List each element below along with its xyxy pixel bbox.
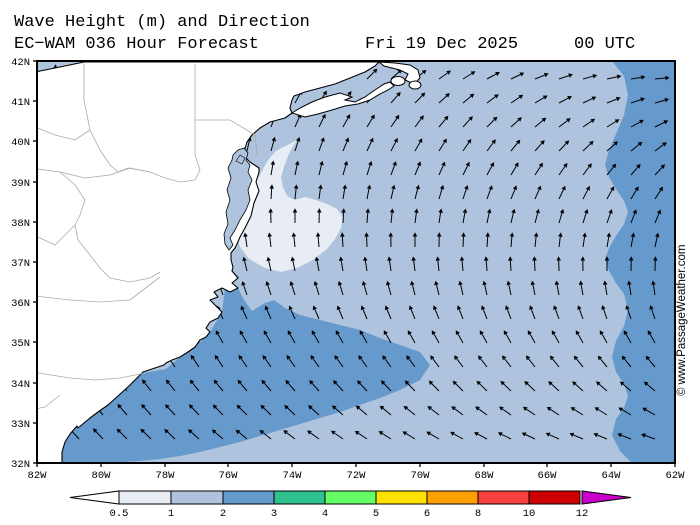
svg-text:33N: 33N — [11, 419, 30, 431]
svg-text:1: 1 — [168, 508, 174, 520]
svg-text:40N: 40N — [11, 137, 30, 149]
svg-text:74W: 74W — [283, 470, 303, 482]
svg-text:78W: 78W — [156, 470, 176, 482]
svg-text:4: 4 — [322, 508, 328, 520]
svg-text:35N: 35N — [11, 338, 30, 350]
svg-text:© www.PassageWeather.com: © www.PassageWeather.com — [676, 245, 688, 396]
svg-text:38N: 38N — [11, 218, 30, 230]
svg-text:70W: 70W — [411, 470, 431, 482]
svg-text:80W: 80W — [92, 470, 112, 482]
svg-text:82W: 82W — [28, 470, 48, 482]
svg-text:36N: 36N — [11, 298, 30, 310]
svg-text:64W: 64W — [602, 470, 622, 482]
svg-text:34N: 34N — [11, 379, 30, 391]
svg-text:68W: 68W — [475, 470, 495, 482]
svg-text:12: 12 — [576, 508, 589, 520]
svg-text:3: 3 — [271, 508, 277, 520]
svg-text:62W: 62W — [666, 470, 686, 482]
svg-text:66W: 66W — [538, 470, 558, 482]
svg-text:8: 8 — [475, 508, 481, 520]
svg-text:10: 10 — [523, 508, 536, 520]
svg-text:5: 5 — [373, 508, 379, 520]
svg-text:42N: 42N — [11, 57, 30, 69]
svg-text:0.5: 0.5 — [110, 508, 129, 520]
svg-text:2: 2 — [220, 508, 226, 520]
svg-text:72W: 72W — [347, 470, 367, 482]
svg-text:6: 6 — [424, 508, 430, 520]
svg-text:37N: 37N — [11, 258, 30, 270]
svg-text:41N: 41N — [11, 97, 30, 109]
svg-text:76W: 76W — [219, 470, 239, 482]
svg-text:39N: 39N — [11, 178, 30, 190]
